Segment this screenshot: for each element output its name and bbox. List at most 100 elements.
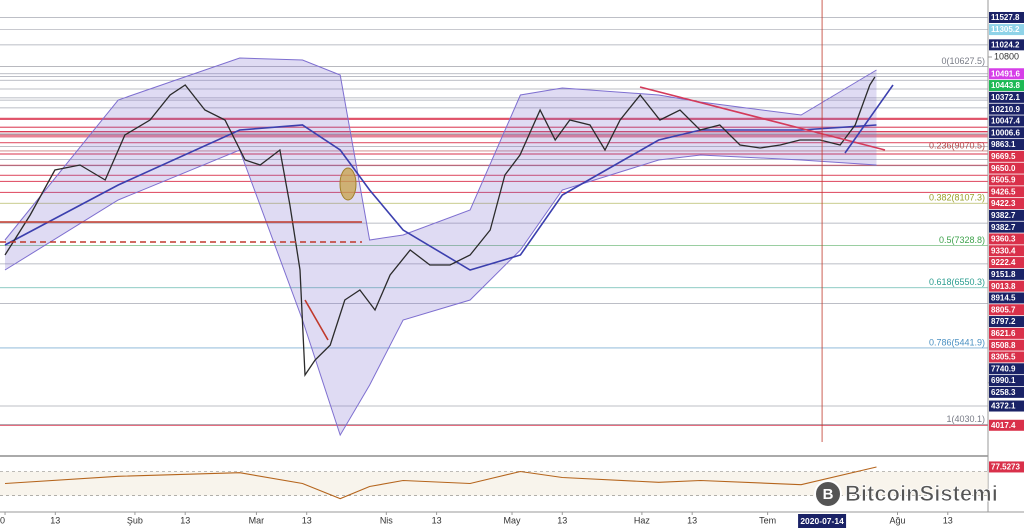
price-level-label: 9422.3 — [991, 199, 1016, 208]
price-level-label: 9650.0 — [991, 164, 1016, 173]
x-tick-label: 13 — [432, 515, 442, 525]
price-level-tag — [989, 103, 1024, 115]
fib-label: 0.236(9070.5) — [929, 140, 985, 150]
plot-area: 0(10627.5) 0.236(9070.5) 0.382(8107.3) 0.5(… — [0, 17, 988, 437]
price-level-tag — [989, 174, 1024, 186]
price-level-tag — [989, 351, 1024, 363]
x-tick-label: 13 — [557, 515, 567, 525]
fib-label: 0.618(6550.3) — [929, 277, 985, 287]
y-tick-label: 10800 — [994, 51, 1019, 61]
rsi-line — [4, 466, 877, 500]
price-level-tag — [989, 316, 1024, 328]
x-tick-label: Haz — [634, 515, 651, 525]
price-level-tag — [989, 245, 1024, 257]
trend-line — [304, 299, 329, 341]
price-level-tag — [989, 257, 1024, 269]
x-tick-label: Mar — [249, 515, 265, 525]
price-level-tag — [989, 68, 1024, 80]
price-level-label: 6990.1 — [991, 376, 1016, 385]
price-level-label: 9151.8 — [991, 270, 1016, 279]
price-level-label: 9222.4 — [991, 258, 1016, 267]
price-level-label: 8621.6 — [991, 329, 1016, 338]
price-level-label: 9505.9 — [991, 176, 1016, 185]
price-level-label: 10372.1 — [991, 93, 1020, 102]
price-level-label: 6258.3 — [991, 388, 1016, 397]
fib-label: 0.5(7328.8) — [939, 235, 985, 245]
price-level-label: 9382.7 — [991, 223, 1016, 232]
x-tick-label: May — [504, 515, 522, 525]
trend-line — [844, 84, 894, 154]
price-level-label: 9863.1 — [991, 140, 1016, 149]
price-level-label: 8508.8 — [991, 341, 1016, 350]
price-level-tag — [989, 304, 1024, 316]
price-level-tag — [989, 327, 1024, 339]
price-level-tag — [989, 139, 1024, 151]
price-level-label: 9382.7 — [991, 211, 1016, 220]
price-level-label: 11024.2 — [991, 40, 1020, 49]
highlight-ellipse — [339, 167, 357, 201]
price-level-tag — [989, 39, 1024, 51]
price-level-tag — [989, 115, 1024, 127]
x-tick-label: 13 — [302, 515, 312, 525]
price-level-tag — [989, 150, 1024, 162]
band-lower — [4, 149, 877, 437]
price-level-label: 11527.8 — [991, 13, 1020, 22]
x-tick-label: Tem — [759, 515, 776, 525]
fib-label: 0.382(8107.3) — [929, 193, 985, 203]
price-level-tag — [989, 419, 1024, 431]
fib-label: 1(4030.1) — [946, 414, 985, 424]
price-level-tag — [989, 91, 1024, 103]
price-level-tag — [989, 375, 1024, 387]
x-tick-label: 2020 — [0, 515, 5, 525]
price-level-label: 4017.4 — [991, 421, 1016, 430]
price-level-tag — [989, 386, 1024, 398]
price-level-tag — [989, 400, 1024, 412]
price-level-label: 10006.6 — [991, 128, 1020, 137]
price-level-tag — [989, 209, 1024, 221]
x-tick-label: 13 — [687, 515, 697, 525]
price-level-tag — [989, 233, 1024, 245]
watermark-icon-letter: B — [823, 486, 834, 503]
x-tick-label: 13 — [50, 515, 60, 525]
fib-label: 0.786(5441.9) — [929, 337, 985, 347]
watermark-icon — [814, 480, 842, 508]
price-level-label: 10047.4 — [991, 117, 1020, 126]
x-tick-label: 13 — [180, 515, 190, 525]
price-level-tag — [989, 292, 1024, 304]
price-level-label: 9330.4 — [991, 246, 1016, 255]
moving-average — [4, 124, 877, 271]
trend-line — [639, 86, 886, 151]
price-level-label: 8914.5 — [991, 294, 1016, 303]
price-level-label: 9360.3 — [991, 235, 1016, 244]
price-level-label: 9426.5 — [991, 187, 1016, 196]
x-tick-label: Ağu — [889, 515, 905, 525]
x-tick-label: Nis — [380, 515, 393, 525]
price-level-tag — [989, 339, 1024, 351]
band-fill — [5, 58, 877, 436]
price-level-tag — [989, 24, 1024, 36]
price-level-tag — [989, 363, 1024, 375]
price-level-label: 8797.2 — [991, 317, 1016, 326]
crosshair-label: 2020-07-14 — [800, 516, 844, 526]
price-level-tag — [989, 186, 1024, 198]
price-level-label: 8305.5 — [991, 353, 1016, 362]
price-level-label: 8805.7 — [991, 305, 1016, 314]
rsi-value-label: 77.5273 — [991, 463, 1020, 472]
price-level-label: 9013.8 — [991, 282, 1016, 291]
price-level-label: 10210.9 — [991, 105, 1020, 114]
price-level-tag — [989, 280, 1024, 292]
price-level-label: 11305.2 — [991, 25, 1020, 34]
price-level-tag — [989, 221, 1024, 233]
price-level-label: 10443.8 — [991, 81, 1020, 90]
price-level-tag — [989, 268, 1024, 280]
x-tick-label: 13 — [943, 515, 953, 525]
price-line — [4, 76, 876, 377]
x-tick-label: Şub — [127, 515, 143, 525]
price-level-tag — [989, 198, 1024, 210]
price-level-label: 9669.5 — [991, 152, 1016, 161]
price-level-tag — [989, 80, 1024, 92]
price-level-tag — [989, 162, 1024, 174]
fib-label: 0(10627.5) — [941, 56, 985, 66]
